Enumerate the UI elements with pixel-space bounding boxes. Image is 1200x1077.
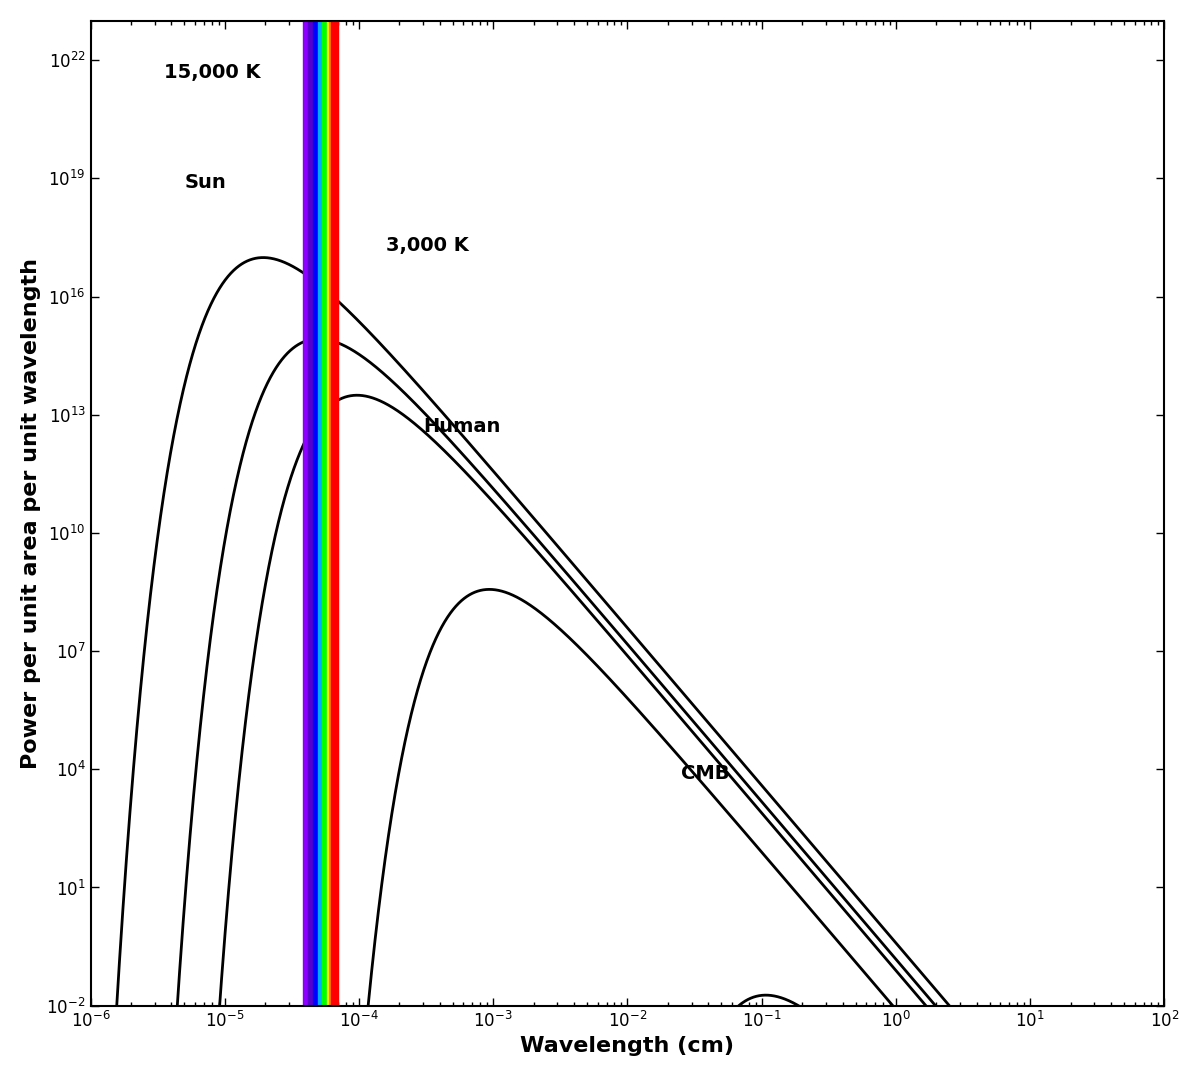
Text: 15,000 K: 15,000 K (163, 62, 260, 82)
Bar (322, 20, 326, 1006)
Text: CMB: CMB (680, 764, 730, 783)
Bar (326, 20, 329, 1006)
Bar (302, 20, 308, 1006)
Bar (308, 20, 313, 1006)
X-axis label: Wavelength (cm): Wavelength (cm) (521, 1036, 734, 1057)
Text: Human: Human (424, 417, 500, 436)
Text: 3,000 K: 3,000 K (386, 236, 469, 255)
Bar (313, 20, 318, 1006)
Bar (331, 20, 338, 1006)
Y-axis label: Power per unit area per unit wavelength: Power per unit area per unit wavelength (20, 257, 41, 769)
Bar (318, 20, 322, 1006)
Bar (329, 20, 331, 1006)
Text: Sun: Sun (185, 172, 226, 192)
